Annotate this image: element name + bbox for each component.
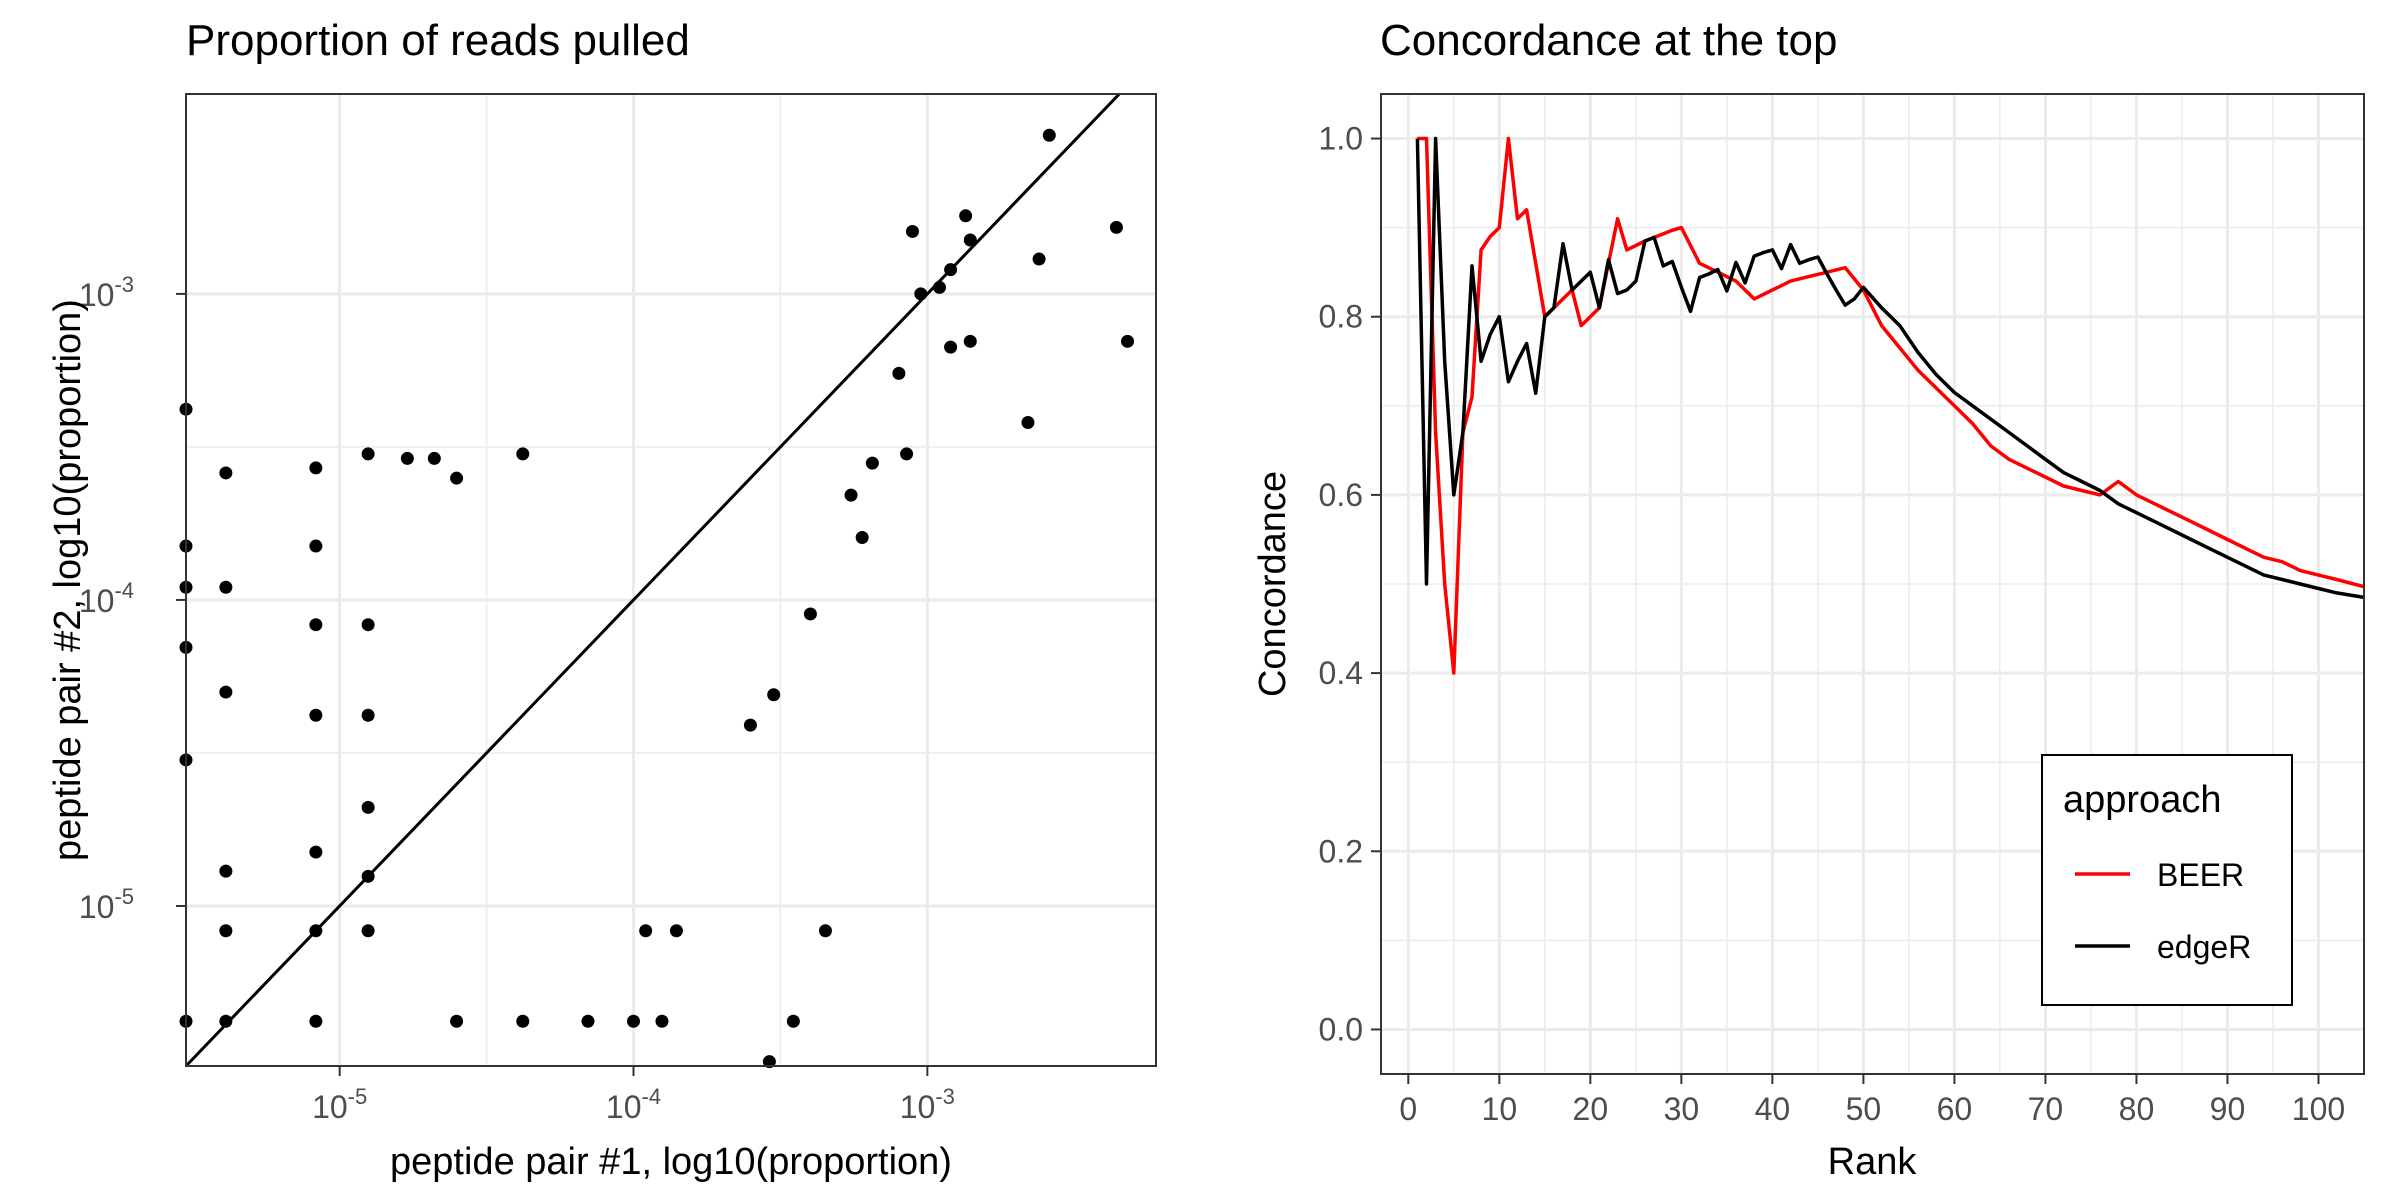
- scatter-point: [516, 447, 530, 461]
- line-y-axis-title: Concordance: [1252, 471, 1294, 697]
- scatter-point: [900, 447, 914, 461]
- line-x-tick-label: 100: [2292, 1091, 2345, 1127]
- scatter-point: [786, 1014, 800, 1028]
- scatter-point: [767, 688, 781, 702]
- scatter-y-tick-label: 10-5: [79, 884, 134, 925]
- scatter-point: [655, 1014, 669, 1028]
- scatter-point: [361, 447, 375, 461]
- scatter-point: [361, 708, 375, 722]
- scatter-point: [1021, 416, 1035, 430]
- line-x-axis-title: Rank: [1828, 1141, 1918, 1183]
- scatter-point: [309, 461, 323, 475]
- scatter-point: [219, 685, 233, 699]
- scatter-point: [743, 718, 757, 732]
- line-x-tick-label: 40: [1755, 1091, 1791, 1127]
- line-x-tick-label: 80: [2119, 1091, 2155, 1127]
- line-panel-border: [1380, 93, 2365, 1075]
- scatter-point: [361, 618, 375, 632]
- scatter-y-ticks: 10-510-410-3: [79, 272, 186, 925]
- line-panel: Concordance at the top 0 10 20 30 40 50 60 70 80…: [1252, 16, 2365, 1183]
- line-series-group: [1415, 136, 2365, 675]
- line-y-tick-label: 0.4: [1319, 655, 1363, 691]
- line-x-ticks: 0 10 20 30 40 50 60 70 80 90 100: [1399, 1074, 2345, 1127]
- scatter-point: [219, 580, 233, 594]
- scatter-reference-line: [184, 92, 1121, 1068]
- scatter-point: [309, 618, 323, 632]
- scatter-point: [762, 1055, 776, 1069]
- scatter-point: [1042, 128, 1056, 142]
- scatter-point: [427, 451, 441, 465]
- scatter-point: [219, 1014, 233, 1028]
- scatter-point: [309, 708, 323, 722]
- scatter-point: [361, 924, 375, 938]
- scatter-point: [1109, 220, 1123, 234]
- scatter-point: [309, 539, 323, 553]
- legend-label-edger: edgeR: [2157, 929, 2251, 965]
- line-x-tick-label: 70: [2028, 1091, 2064, 1127]
- scatter-point: [219, 466, 233, 480]
- scatter-x-ticks: 10-5 10-4 10-3: [312, 1066, 955, 1125]
- line-y-tick-label: 0.2: [1319, 833, 1363, 869]
- legend: approach BEER edgeR: [2041, 754, 2293, 1006]
- scatter-point: [516, 1014, 530, 1028]
- scatter-point: [361, 800, 375, 814]
- scatter-point: [219, 924, 233, 938]
- scatter-point: [309, 845, 323, 859]
- line-title: Concordance at the top: [1380, 16, 1837, 65]
- scatter-point: [844, 488, 858, 502]
- legend-label-beer: BEER: [2157, 857, 2244, 893]
- scatter-plot-background: [186, 94, 1156, 1066]
- scatter-point: [959, 209, 973, 223]
- scatter-x-tick-label: 10-3: [900, 1084, 955, 1125]
- scatter-point: [905, 224, 919, 238]
- scatter-panel: Proportion of reads pulled 10-5 10-4 10-3 …: [47, 16, 1157, 1183]
- scatter-point: [855, 530, 869, 544]
- scatter-panel-border: [185, 93, 1157, 1067]
- line-y-tick-label: 1.0: [1319, 121, 1363, 157]
- scatter-x-axis-title: peptide pair #1, log10(proportion): [390, 1141, 952, 1183]
- line-x-tick-label: 20: [1573, 1091, 1609, 1127]
- scatter-point: [963, 233, 977, 247]
- scatter-point: [669, 924, 683, 938]
- line-y-tick-label: 0.0: [1319, 1011, 1363, 1047]
- legend-box: [2041, 754, 2293, 1006]
- scatter-point: [944, 340, 958, 354]
- scatter-point: [1121, 334, 1135, 348]
- scatter-point: [865, 456, 879, 470]
- scatter-x-tick-label: 10-4: [606, 1084, 661, 1125]
- line-x-tick-label: 10: [1482, 1091, 1518, 1127]
- scatter-x-tick-label: 10-5: [312, 1084, 367, 1125]
- scatter-point: [450, 471, 464, 485]
- scatter-point: [803, 607, 817, 621]
- legend-title: approach: [2063, 779, 2221, 821]
- scatter-point: [400, 451, 414, 465]
- scatter-point: [1032, 252, 1046, 266]
- scatter-point: [626, 1014, 640, 1028]
- line-y-ticks: 0.0 0.2 0.4 0.6 0.8 1.0: [1319, 121, 1381, 1047]
- line-x-tick-label: 50: [1846, 1091, 1882, 1127]
- scatter-point: [892, 366, 906, 380]
- scatter-point: [219, 864, 233, 878]
- line-x-tick-label: 90: [2210, 1091, 2246, 1127]
- scatter-y-axis-title: peptide pair #2, log10(proportion): [47, 299, 89, 861]
- line-series-edger: [1415, 136, 2365, 600]
- scatter-point: [818, 924, 832, 938]
- line-y-tick-label: 0.8: [1319, 299, 1363, 335]
- scatter-point: [581, 1014, 595, 1028]
- scatter-point: [639, 924, 653, 938]
- line-series-beer: [1417, 136, 2365, 675]
- line-x-tick-label: 60: [1937, 1091, 1973, 1127]
- scatter-point: [963, 334, 977, 348]
- line-x-tick-label: 30: [1664, 1091, 1700, 1127]
- scatter-point: [450, 1014, 464, 1028]
- scatter-point: [309, 1014, 323, 1028]
- line-x-tick-label: 0: [1399, 1091, 1417, 1127]
- line-y-tick-label: 0.6: [1319, 477, 1363, 513]
- scatter-title: Proportion of reads pulled: [186, 16, 690, 65]
